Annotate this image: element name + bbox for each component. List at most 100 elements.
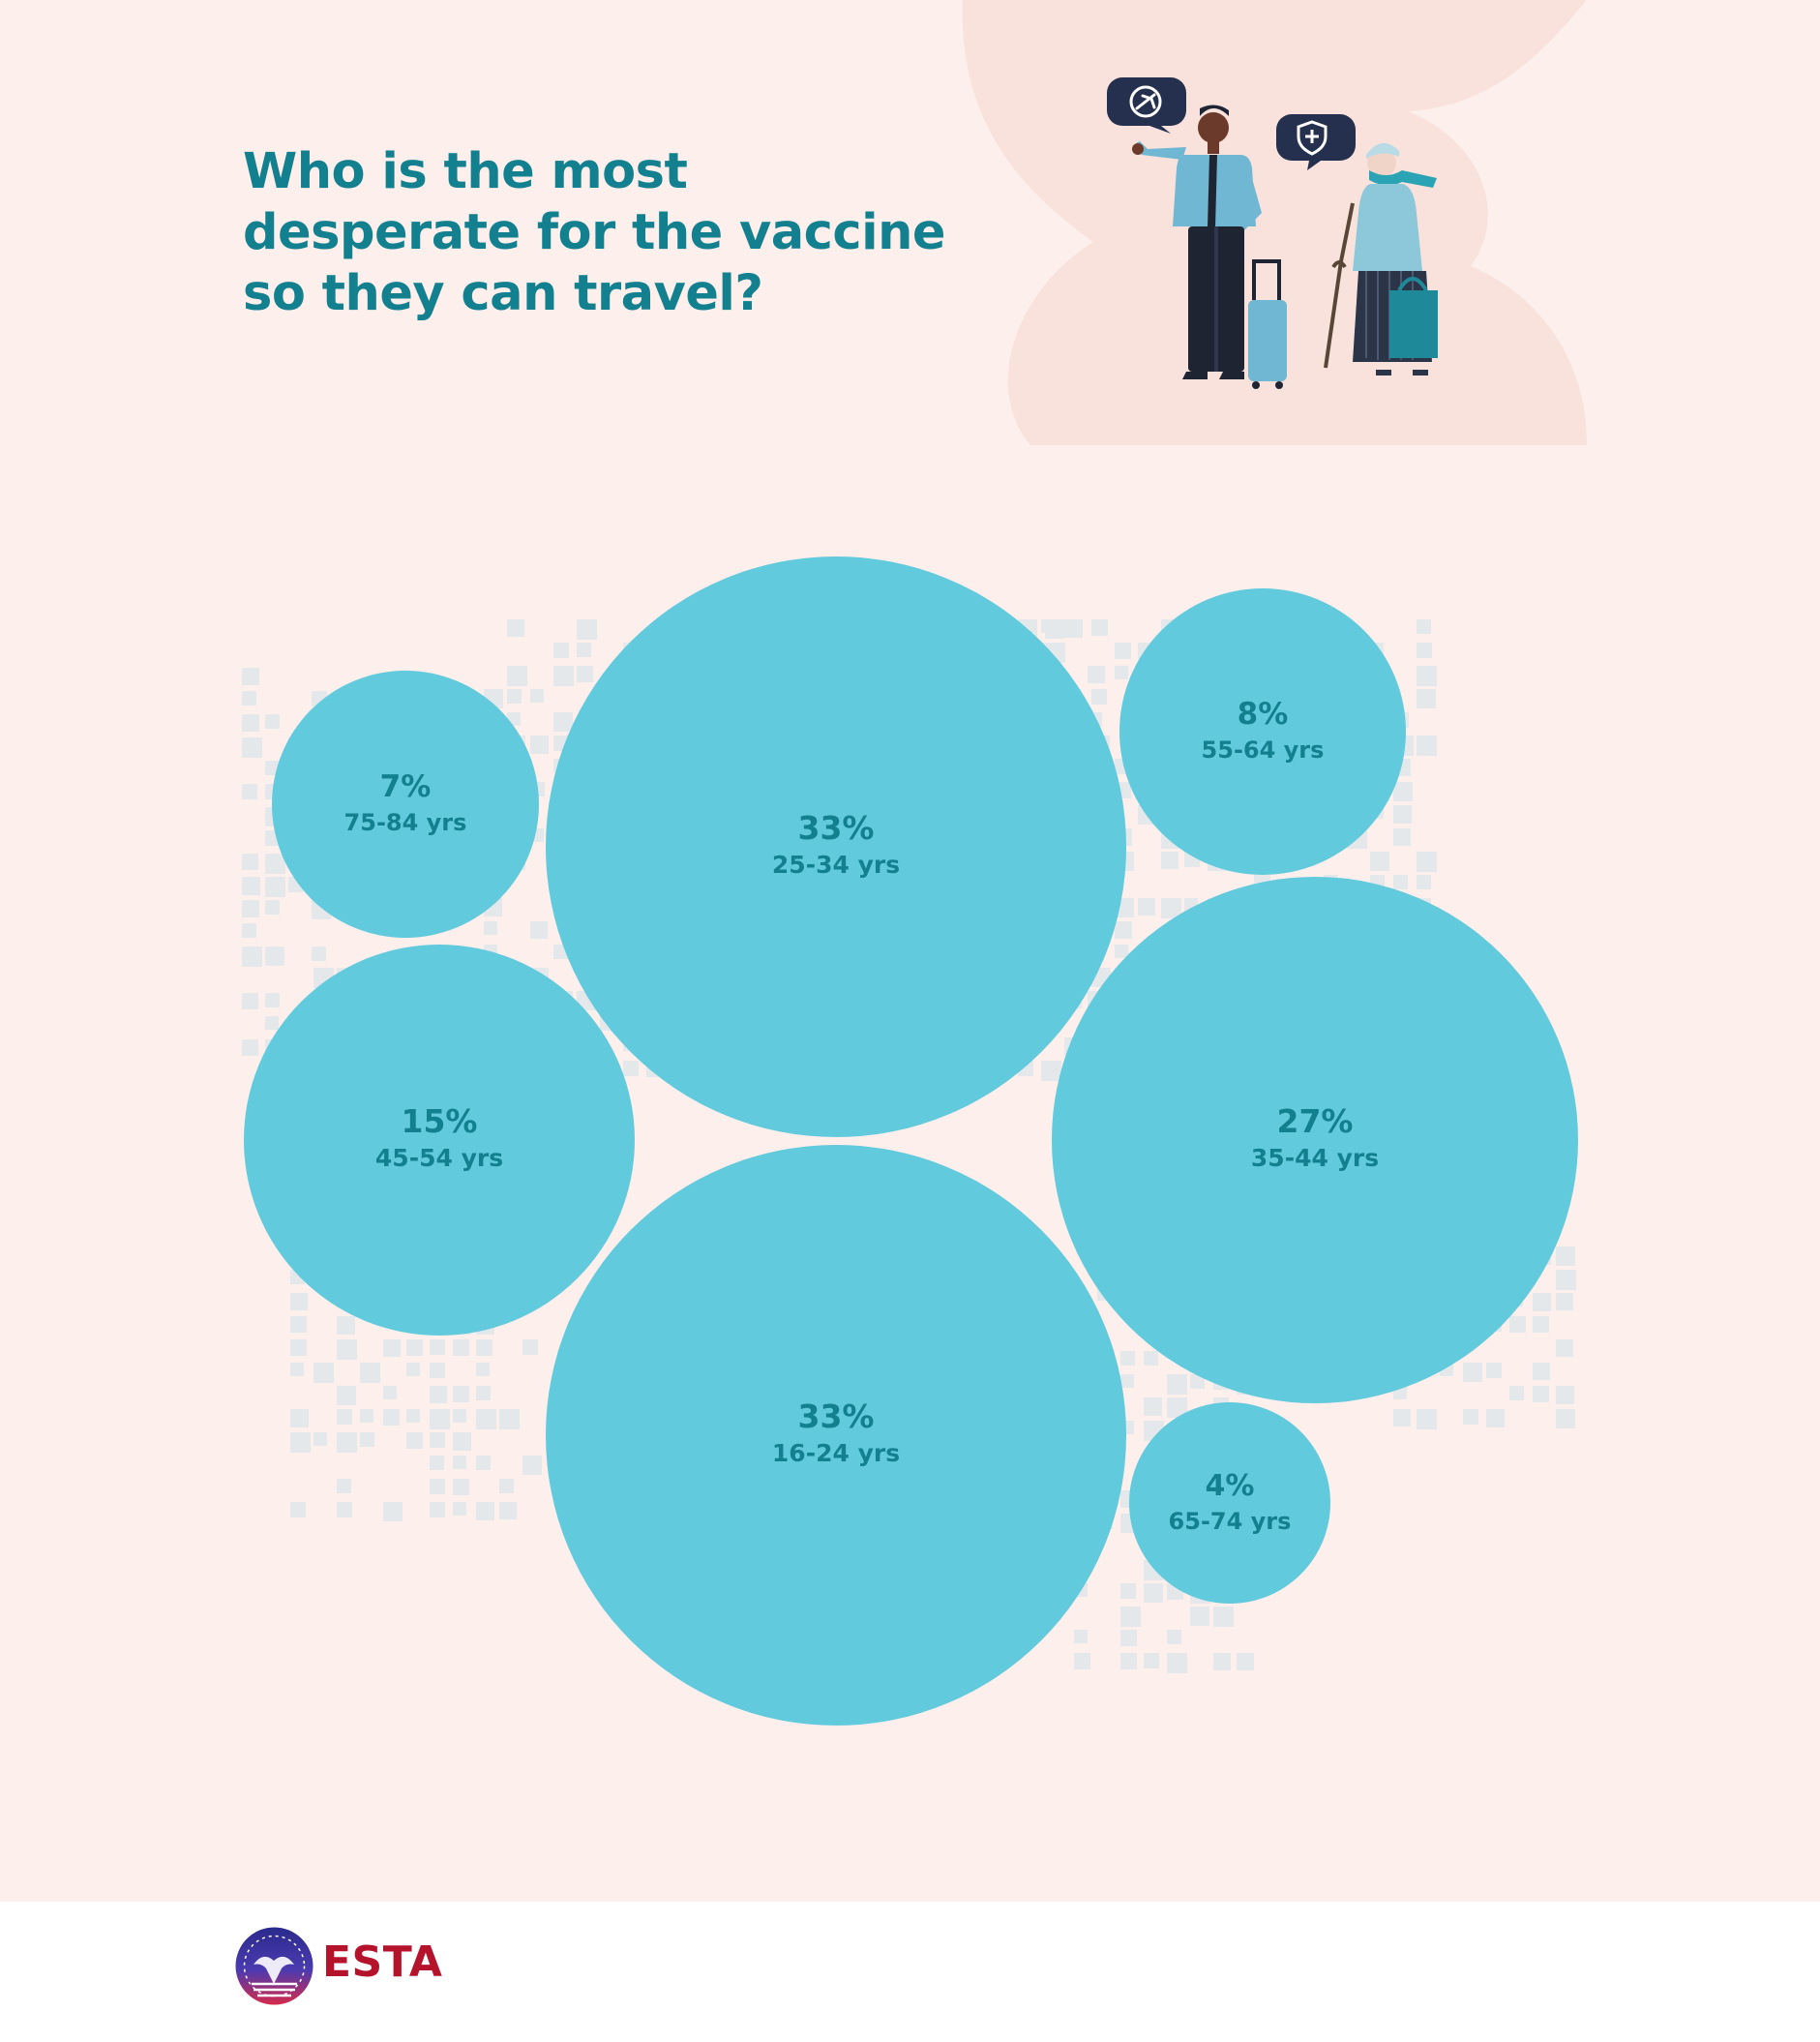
map-square bbox=[406, 1432, 423, 1449]
bubble-25-34-yrs bbox=[546, 556, 1126, 1137]
map-square bbox=[522, 1456, 542, 1475]
map-square bbox=[453, 1432, 471, 1451]
map-square bbox=[337, 1409, 352, 1425]
map-square bbox=[1533, 1316, 1549, 1333]
map-square bbox=[337, 1479, 351, 1493]
map-square bbox=[530, 921, 548, 939]
map-square bbox=[1533, 1386, 1549, 1402]
map-square bbox=[1190, 1607, 1209, 1626]
map-square bbox=[360, 1363, 380, 1383]
map-square bbox=[383, 1502, 403, 1521]
map-square bbox=[507, 689, 522, 704]
map-square bbox=[406, 1339, 423, 1356]
bubble-category-label: 45-54 yrs bbox=[375, 1144, 503, 1172]
map-square bbox=[1417, 736, 1437, 756]
map-square bbox=[1161, 898, 1181, 918]
map-square bbox=[242, 691, 256, 706]
bubble-value-label: 4% bbox=[1206, 1469, 1255, 1503]
map-square bbox=[522, 1339, 538, 1355]
map-square bbox=[242, 854, 258, 870]
map-square bbox=[242, 877, 260, 895]
bubble-category-label: 55-64 yrs bbox=[1202, 736, 1325, 764]
map-square bbox=[430, 1456, 444, 1470]
map-square bbox=[476, 1363, 490, 1376]
map-square bbox=[1393, 875, 1408, 889]
map-square bbox=[1213, 1653, 1231, 1670]
map-square bbox=[530, 736, 549, 754]
map-square bbox=[1167, 1397, 1187, 1418]
map-square bbox=[430, 1479, 445, 1494]
bubble-value-label: 8% bbox=[1238, 697, 1289, 732]
map-square bbox=[1486, 1363, 1502, 1378]
map-square bbox=[1167, 1630, 1181, 1644]
bubble-chart: 33% 25-34 yrs 33% 16-24 yrs 27% 35-44 yrs 15% 4… bbox=[244, 556, 1578, 1726]
map-square bbox=[1115, 666, 1128, 679]
map-square bbox=[1556, 1386, 1574, 1404]
map-square bbox=[1533, 1363, 1550, 1380]
map-square bbox=[1074, 1630, 1088, 1643]
map-square bbox=[453, 1456, 466, 1469]
eagle-seal-icon bbox=[235, 1927, 313, 2005]
map-square bbox=[242, 784, 257, 799]
map-square bbox=[476, 1409, 496, 1429]
map-square bbox=[290, 1409, 309, 1427]
map-square bbox=[242, 946, 262, 967]
bubble-category-label: 75-84 yrs bbox=[344, 809, 467, 836]
map-square bbox=[337, 1386, 356, 1405]
map-square bbox=[430, 1363, 445, 1378]
map-square bbox=[1120, 1630, 1137, 1646]
map-square bbox=[1237, 1653, 1254, 1670]
map-square bbox=[1045, 619, 1064, 639]
map-square bbox=[265, 877, 285, 897]
map-square bbox=[1167, 1374, 1187, 1395]
map-square bbox=[383, 1339, 401, 1357]
map-square bbox=[360, 1409, 373, 1423]
map-square bbox=[1417, 619, 1431, 634]
map-square bbox=[553, 666, 574, 686]
map-square bbox=[476, 1339, 492, 1356]
bubble-value-label: 7% bbox=[380, 769, 432, 804]
map-square bbox=[1509, 1316, 1526, 1333]
map-square bbox=[312, 946, 326, 961]
map-square bbox=[476, 1386, 491, 1400]
map-square bbox=[242, 1039, 258, 1056]
map-square bbox=[337, 1316, 355, 1335]
map-square bbox=[406, 1409, 420, 1423]
map-square bbox=[242, 993, 258, 1009]
map-square bbox=[1556, 1293, 1573, 1310]
map-square bbox=[290, 1293, 308, 1310]
map-square bbox=[290, 1316, 307, 1333]
map-square bbox=[265, 900, 280, 915]
map-square bbox=[1213, 1607, 1234, 1627]
map-square bbox=[553, 643, 569, 658]
map-square bbox=[1064, 619, 1083, 638]
map-square bbox=[1556, 1339, 1573, 1357]
map-square bbox=[453, 1386, 469, 1402]
bubble-category-label: 25-34 yrs bbox=[772, 851, 900, 879]
map-square bbox=[383, 1409, 400, 1426]
bubble-16-24-yrs bbox=[546, 1145, 1126, 1726]
map-square bbox=[265, 1016, 279, 1030]
bubble-65-74-yrs bbox=[1129, 1402, 1330, 1604]
map-square bbox=[242, 737, 262, 758]
map-square bbox=[337, 1432, 357, 1453]
map-square bbox=[1190, 1374, 1205, 1389]
map-square bbox=[313, 1363, 334, 1383]
map-square bbox=[1533, 1293, 1551, 1311]
map-square bbox=[1115, 643, 1131, 659]
map-square bbox=[1417, 666, 1437, 686]
map-square bbox=[1138, 898, 1155, 916]
map-square bbox=[383, 1386, 397, 1399]
map-square bbox=[1556, 1246, 1575, 1266]
map-square bbox=[430, 1409, 450, 1429]
map-square bbox=[242, 923, 256, 938]
bubble-value-label: 15% bbox=[402, 1102, 478, 1140]
map-square bbox=[430, 1432, 445, 1448]
map-square bbox=[507, 666, 527, 686]
bubble-45-54-yrs bbox=[244, 945, 635, 1336]
bubble-35-44-yrs bbox=[1052, 877, 1578, 1403]
map-square bbox=[290, 1432, 311, 1453]
map-square bbox=[476, 1456, 491, 1470]
map-square bbox=[430, 1386, 447, 1403]
